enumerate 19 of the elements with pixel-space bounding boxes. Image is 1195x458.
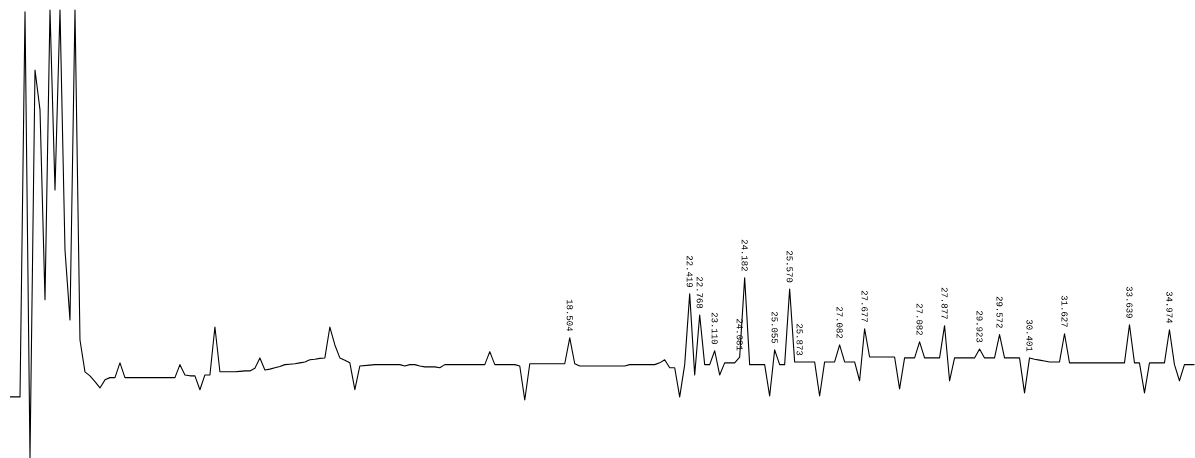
- annotation: 25.873: [796, 323, 803, 356]
- annotation: 34.974: [1166, 291, 1173, 323]
- annotation: 27.877: [941, 287, 948, 319]
- annotation: 23.110: [711, 312, 718, 344]
- annotation: 18.504: [566, 299, 573, 331]
- annotation: 29.572: [996, 296, 1003, 328]
- annotation: 24.182: [741, 239, 748, 271]
- annotation: 24.081: [736, 318, 743, 351]
- annotation: 30.401: [1026, 319, 1033, 352]
- annotation: 27.677: [861, 290, 868, 322]
- annotation: 27.082: [916, 303, 923, 335]
- annotation: 27.082: [836, 306, 843, 338]
- annotation: 22.419: [686, 255, 693, 287]
- annotation: 25.570: [786, 250, 793, 283]
- annotation: 29.923: [976, 310, 983, 343]
- annotation: 25.055: [771, 311, 778, 343]
- annotation: 22.768: [696, 276, 703, 308]
- annotation: 31.627: [1061, 295, 1068, 327]
- annotation: 33.639: [1126, 286, 1133, 318]
